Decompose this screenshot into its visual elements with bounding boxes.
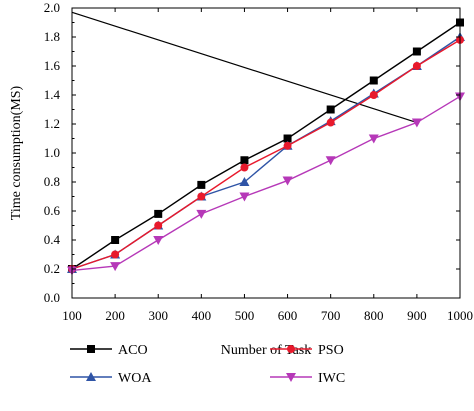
series-line-pso [71, 39, 461, 270]
point-iwc [325, 156, 336, 166]
legend-label-pso: PSO [318, 343, 344, 358]
y-tick-label: 0.8 [44, 174, 60, 189]
series-line-iwc [71, 95, 461, 272]
x-tick-label: 500 [235, 308, 255, 323]
y-tick-label: 0.2 [44, 261, 60, 276]
x-tick-label: 700 [321, 308, 341, 323]
point-iwc [368, 134, 379, 144]
x-tick-label: 900 [407, 308, 427, 323]
legend-label-woa: WOA [118, 371, 152, 386]
x-tick-label: 400 [192, 308, 212, 323]
point-pso [111, 250, 120, 259]
point-iwc [282, 176, 293, 186]
point-pso [197, 192, 206, 201]
point-pso [240, 163, 249, 172]
point-pso [412, 62, 421, 70]
y-tick-label: 1.4 [44, 87, 61, 102]
y-axis-label: Time consumption(MS) [9, 85, 24, 220]
series-line-woa [71, 36, 461, 270]
point-pso [326, 118, 335, 127]
x-tick-label: 300 [148, 308, 168, 323]
y-tick-label: 1.2 [44, 116, 60, 131]
point-pso [283, 141, 292, 150]
point-aco [154, 209, 163, 218]
x-tick-label: 200 [105, 308, 125, 323]
point-aco [369, 76, 378, 85]
point-iwc [239, 192, 250, 202]
x-tick-label: 800 [364, 308, 384, 323]
point-pso [154, 221, 163, 230]
legend-marker-pso [287, 345, 295, 353]
legend-label-aco: ACO [118, 343, 148, 358]
point-aco [412, 47, 421, 56]
x-axis-label: Number of Task [221, 343, 312, 358]
point-aco [111, 236, 120, 244]
legend-label-iwc: IWC [318, 371, 345, 386]
point-aco [283, 134, 292, 143]
point-iwc [411, 118, 422, 128]
x-tick-label: 600 [278, 308, 298, 323]
axes: 100 200 300 400 500 600 700 800 900 1000 0.0 0.2 0.4… [44, 0, 473, 323]
y-tick-label: 0.4 [44, 232, 61, 247]
legend-marker-woa [86, 372, 96, 381]
y-tick-label: 1.0 [44, 145, 60, 160]
point-aco [326, 105, 335, 114]
point-iwc [196, 209, 207, 219]
legend-marker-iwc [286, 373, 296, 382]
legend: ACO WOA PSO IWC [70, 343, 345, 386]
y-tick-label: 1.8 [44, 29, 60, 44]
point-aco [240, 156, 249, 165]
y-tick-label: 1.6 [44, 58, 61, 73]
series-layer [67, 11, 465, 276]
y-tick-label: 2.0 [44, 0, 60, 15]
x-tick-label: 100 [62, 308, 82, 323]
legend-marker-aco [87, 345, 95, 353]
point-woa [239, 177, 250, 186]
point-pso [369, 91, 378, 99]
point-iwc [153, 236, 164, 245]
plot-frame [71, 7, 461, 299]
x-tick-label: 1000 [447, 308, 473, 323]
y-tick-label: 0.6 [44, 203, 61, 218]
point-iwc [110, 262, 121, 272]
series-line-aco [71, 21, 461, 270]
point-aco [197, 180, 206, 189]
y-tick-label: 0.0 [44, 290, 60, 305]
annotation-line [71, 11, 418, 124]
